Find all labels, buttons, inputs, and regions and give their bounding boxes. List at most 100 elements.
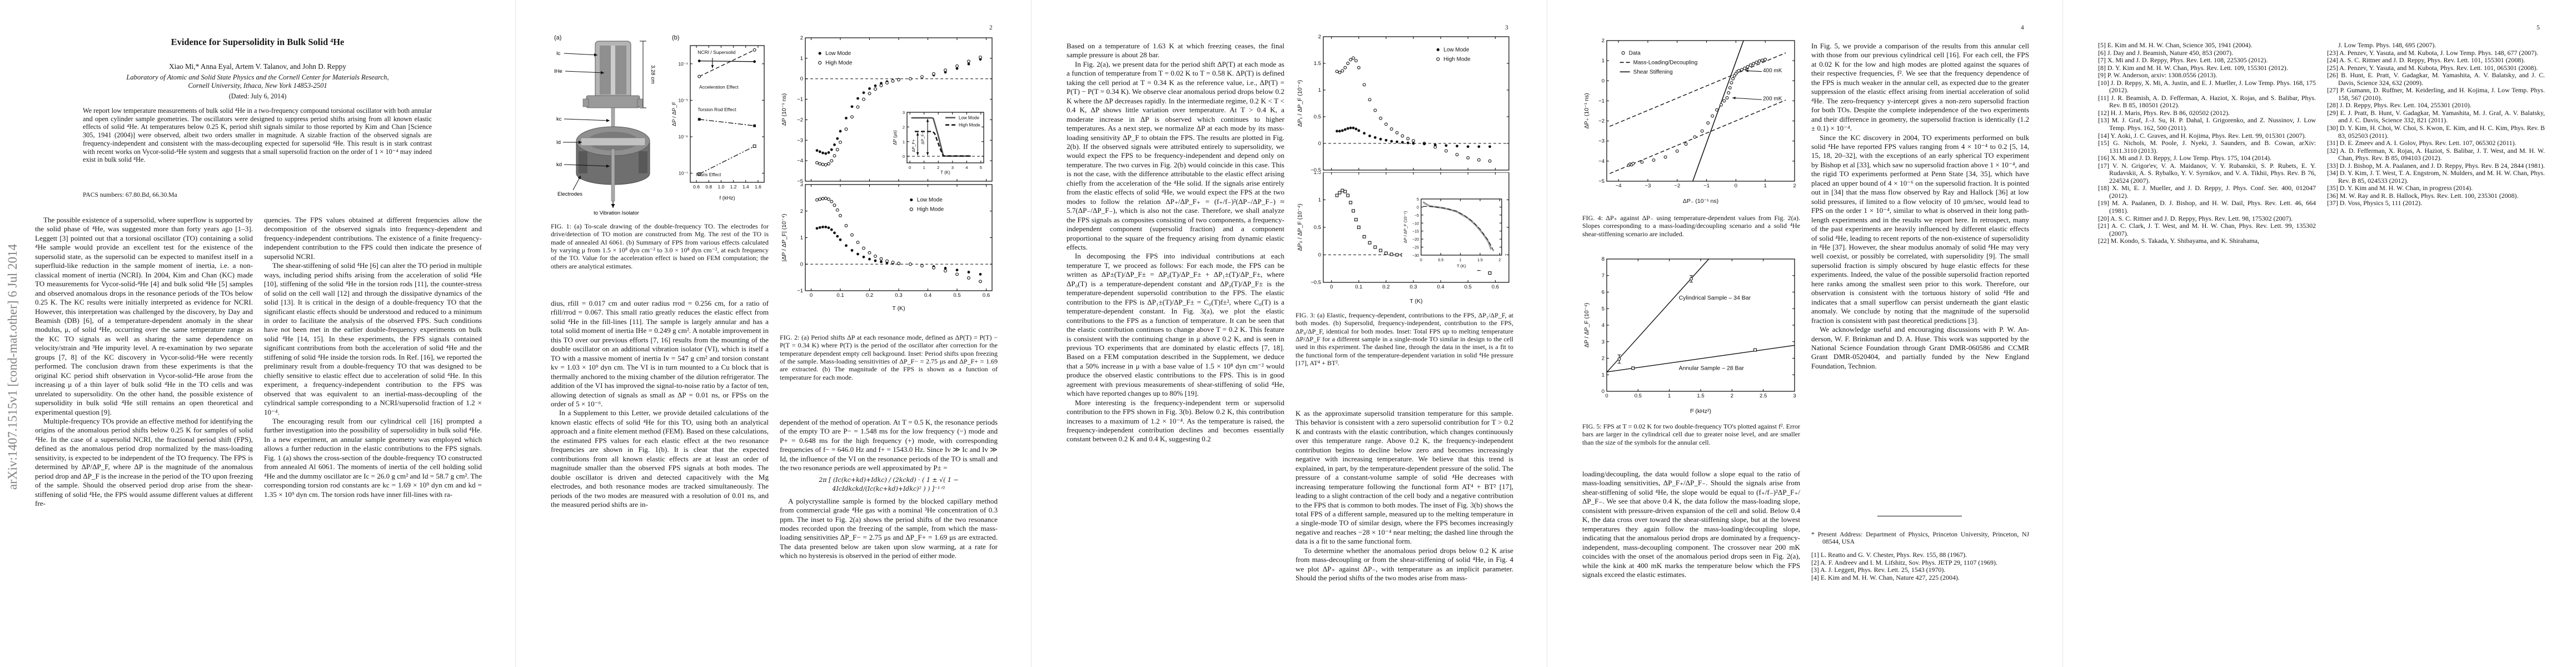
svg-text:T (K): T (K) bbox=[940, 170, 950, 175]
page4-column-2: In Fig. 5, we provide a comparison of th… bbox=[1811, 42, 2029, 503]
reference-item: [2] A. F. Andreev and I. M. Lifshitz, So… bbox=[1811, 558, 1997, 566]
reference-item: [14] Y. Aoki, J. C. Graves, and H. Kojim… bbox=[2098, 131, 2306, 140]
svg-text:3: 3 bbox=[1602, 339, 1605, 345]
svg-text:−2: −2 bbox=[1674, 183, 1680, 189]
reference-item: [5] E. Kim and M. H. W. Chan, Science 30… bbox=[2098, 42, 2253, 49]
svg-text:3: 3 bbox=[1793, 393, 1796, 399]
figure-1: (a) (b) bbox=[551, 32, 769, 217]
svg-text:Low Mode: Low Mode bbox=[1443, 47, 1469, 53]
paragraph: The possible existence of a supersolid, … bbox=[35, 216, 253, 416]
svg-text:−15: −15 bbox=[1412, 230, 1419, 234]
paragraph: To determine whether the anomalous perio… bbox=[1296, 546, 1513, 583]
page4-column-1: loading/decoupling, the data would follo… bbox=[1582, 470, 1800, 646]
reference-item: [31] D. E. Zmeev and A. I. Golov, Phys. … bbox=[2327, 139, 2517, 147]
svg-text:ΔP (μs): ΔP (μs) bbox=[893, 130, 898, 145]
svg-text:NCRI / Supersolid: NCRI / Supersolid bbox=[697, 49, 735, 55]
svg-text:1: 1 bbox=[923, 165, 925, 170]
page1-column-1: The possible existence of a supersolid, … bbox=[35, 216, 253, 647]
svg-text:0.5: 0.5 bbox=[1314, 225, 1321, 231]
reference-item: [26] B. Hunt, E. Pratt, V. Gadagkar, M. … bbox=[2327, 71, 2545, 87]
svg-text:2: 2 bbox=[903, 125, 905, 130]
svg-text:5: 5 bbox=[1417, 198, 1419, 202]
reference-item: [29] E. J. Pratt, B. Hunt, V. Gadagkar, … bbox=[2327, 108, 2545, 125]
svg-text:0: 0 bbox=[1330, 284, 1333, 290]
figure-2-caption: FIG. 2: (a) Period shifts ΔP at each res… bbox=[780, 334, 998, 381]
svg-text:ΔP₋ (10⁻¹ ns): ΔP₋ (10⁻¹ ns) bbox=[1683, 198, 1718, 205]
paragraph: loading/decoupling, the data would follo… bbox=[1582, 470, 1800, 579]
reference-item: [7] X. Mi and J. D. Reppy, Phys. Rev. Le… bbox=[2098, 56, 2268, 64]
svg-text:0.5: 0.5 bbox=[953, 292, 960, 298]
svg-text:ΔP₁ / ΔP_F (10⁻⁴): ΔP₁ / ΔP_F (10⁻⁴) bbox=[1297, 80, 1303, 127]
svg-text:Acceleration Effect: Acceleration Effect bbox=[699, 84, 739, 89]
paragraph: dius, rfill = 0.017 cm and outer radius … bbox=[551, 299, 769, 408]
figure-1a-label: (a) bbox=[554, 34, 562, 41]
svg-text:−4: −4 bbox=[1616, 183, 1622, 189]
svg-text:1.5: 1.5 bbox=[1477, 258, 1483, 262]
torsional-oscillator-drawing: Ic IHe kc Id kd Electrodes to Vibration … bbox=[554, 41, 656, 216]
paragraph: dependent of the method of operation. At… bbox=[780, 418, 998, 472]
pacs-line: PACS numbers: 67.80.Bd, 66.30.Ma bbox=[83, 191, 177, 198]
svg-text:400 mK: 400 mK bbox=[1763, 68, 1782, 74]
svg-text:|ΔP / ΔP_F| (10⁻⁴): |ΔP / ΔP_F| (10⁻⁴) bbox=[781, 214, 788, 262]
reference-item: [16] X. Mi and J. D. Reppy, J. Low Temp.… bbox=[2098, 154, 2271, 162]
svg-text:0: 0 bbox=[1602, 78, 1605, 84]
reference-item: [30] D. Y. Kim, H. Choi, W. Choi, S. Kwo… bbox=[2327, 124, 2545, 140]
reference-item: [4] E. Kim and M. H. W. Chan, Nature 427… bbox=[1811, 573, 1960, 581]
reference-item: [3] A. J. Leggett, Phys. Rev. Lett. 25, … bbox=[1811, 566, 1946, 574]
svg-text:1: 1 bbox=[1602, 372, 1605, 378]
svg-text:ΔP / ΔP_F (10⁻⁴): ΔP / ΔP_F (10⁻⁴) bbox=[1403, 211, 1408, 243]
paragraph: A polycrystalline sample is formed by th… bbox=[780, 496, 998, 560]
dated-line: (Dated: July 6, 2014) bbox=[228, 92, 287, 100]
reference-item: [13] M. J. Graf, J.-J. Su, H. P. Dahal, … bbox=[2098, 116, 2316, 132]
svg-text:−0.5: −0.5 bbox=[1311, 280, 1321, 286]
svg-text:Low Mode: Low Mode bbox=[825, 51, 851, 57]
svg-text:−1: −1 bbox=[1598, 98, 1605, 104]
svg-text:−10: −10 bbox=[1412, 222, 1419, 226]
svg-text:High Mode: High Mode bbox=[825, 60, 853, 66]
svg-text:ΔP_F−: ΔP_F− bbox=[920, 131, 925, 145]
paragraph: The encouraging result from our cylindri… bbox=[264, 416, 482, 499]
svg-text:−5: −5 bbox=[1598, 178, 1605, 185]
references-left-column: [5] E. Kim and M. H. W. Chan, Science 30… bbox=[2098, 42, 2316, 646]
page-number: 5 bbox=[2537, 24, 2540, 31]
page-number: 4 bbox=[2021, 24, 2024, 31]
svg-text:0.2: 0.2 bbox=[866, 292, 873, 298]
svg-text:2: 2 bbox=[800, 208, 803, 215]
figure-1b-label: (b) bbox=[672, 34, 680, 41]
svg-text:0.1: 0.1 bbox=[1355, 284, 1362, 290]
svg-text:Low Mode: Low Mode bbox=[959, 116, 979, 121]
svg-text:−5: −5 bbox=[797, 178, 803, 183]
svg-text:1: 1 bbox=[1602, 58, 1605, 64]
svg-text:1: 1 bbox=[800, 56, 803, 62]
svg-text:Cylindrical Sample – 34 Bar: Cylindrical Sample – 34 Bar bbox=[1679, 295, 1751, 301]
svg-text:ΔP / ΔP_F (10⁻⁴): ΔP / ΔP_F (10⁻⁴) bbox=[1583, 303, 1590, 348]
reference-item: [21] A. C. Clark, J. T. West, and M. H. … bbox=[2098, 222, 2316, 237]
paragraph: In a Supplement to this Letter, we provi… bbox=[551, 409, 769, 509]
page3-column-1: Based on a temperature of 1.63 K at whic… bbox=[1067, 42, 1284, 648]
label-Id: Id bbox=[556, 140, 561, 146]
label-scale: 3.28 cm bbox=[650, 65, 656, 84]
svg-text:−1: −1 bbox=[1703, 183, 1710, 189]
svg-text:0: 0 bbox=[1417, 206, 1419, 210]
svg-text:0.8: 0.8 bbox=[705, 184, 712, 190]
svg-text:2: 2 bbox=[1793, 183, 1796, 189]
svg-text:1.0: 1.0 bbox=[718, 184, 725, 190]
svg-text:High Mode: High Mode bbox=[917, 207, 944, 213]
svg-text:0.4: 0.4 bbox=[924, 292, 931, 298]
paragraph: In Fig. 5, we provide a comparison of th… bbox=[1811, 42, 2029, 133]
page1-column-2: quencies. The FPS values obtained at dif… bbox=[264, 216, 482, 647]
svg-text:0.6: 0.6 bbox=[983, 292, 990, 298]
svg-text:f² (kHz²): f² (kHz²) bbox=[1690, 408, 1711, 415]
reference-item: [9] P. W. Anderson, arxiv: 1308.0556 (20… bbox=[2098, 71, 2218, 79]
fig5-chart: 0 0.5 1 1.5 2 2.5 3 0 1 2 3 4 5 6 7 8 f² (kHz²) ΔP / ΔP_F… bbox=[1582, 255, 1800, 416]
reference-item: [23] A. Penzev, Y. Yasuta, and M. Kubota… bbox=[2327, 48, 2538, 57]
svg-text:−3: −3 bbox=[797, 137, 803, 143]
reference-item: [35] D. Y. Kim and M. H. W. Chan, in pro… bbox=[2327, 184, 2473, 192]
svg-text:1: 1 bbox=[1459, 258, 1462, 262]
svg-text:T (K): T (K) bbox=[1409, 298, 1422, 305]
reference-item: [28] J. D. Reppy, Phys. Rev. Lett. 104, … bbox=[2327, 101, 2472, 109]
reference-item: [36] M. W. Ray and R. B. Hallock, Phys. … bbox=[2327, 191, 2519, 200]
svg-text:ΔP / ΔP_F: ΔP / ΔP_F bbox=[671, 102, 677, 126]
fig3b-inset-chart: 0 0.5 1 1.5 2 5 0 −5 −10 −15 −20 −25 −30 T (K) ΔP / ΔP… bbox=[1402, 197, 1505, 270]
